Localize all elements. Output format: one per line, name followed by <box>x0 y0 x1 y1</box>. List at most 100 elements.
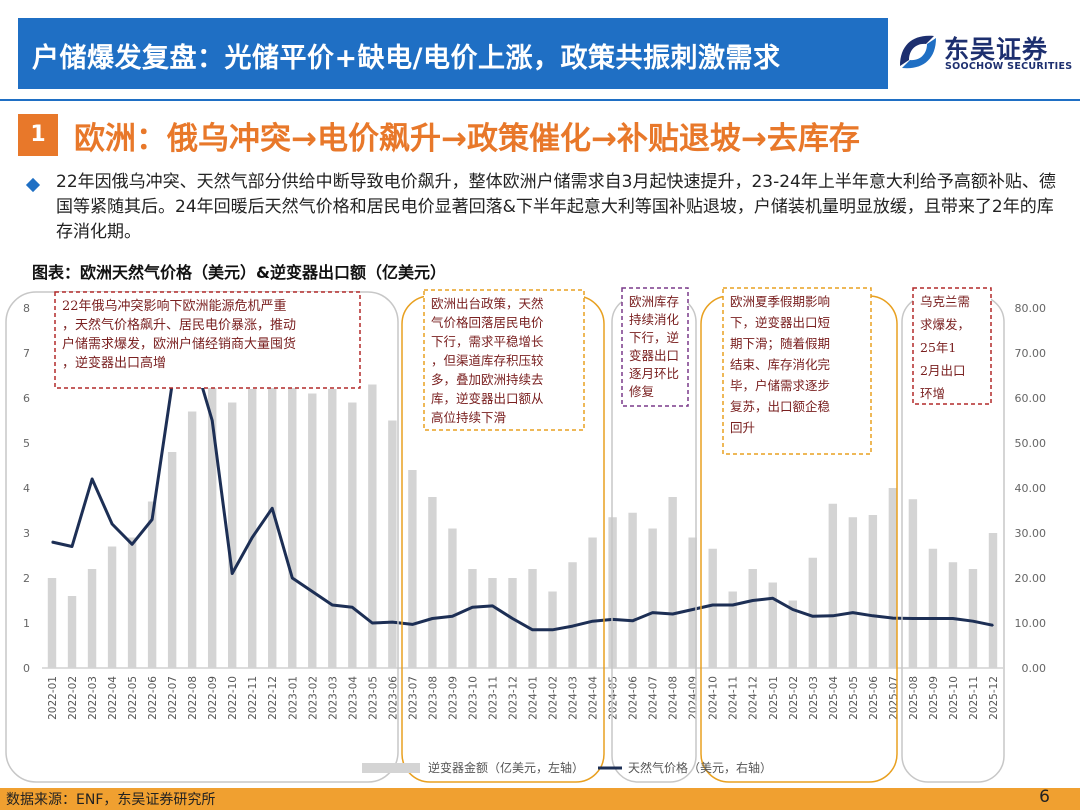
bar <box>408 470 417 668</box>
x-axis-tick-label: 2023-11 <box>487 676 499 720</box>
bar <box>868 515 878 668</box>
annotation-text: 欧洲库存持续消化下行，逆变器出口逐月环比修复 <box>629 294 680 399</box>
gas-price-point <box>892 617 894 619</box>
x-axis-tick-label: 2025-03 <box>808 676 820 720</box>
bar <box>748 569 757 668</box>
gas-price-point <box>431 617 434 620</box>
x-axis-tick-label: 2023-05 <box>367 676 379 720</box>
x-axis-tick-label: 2022-07 <box>167 676 179 720</box>
left-axis-tick-label: 0 <box>23 662 30 675</box>
logo-chinese-name: 东吴证券 <box>944 35 1049 64</box>
page-number: 6 <box>1039 787 1050 807</box>
bar <box>388 420 397 668</box>
logo-english-name: SOOCHOW SECURITIES <box>945 61 1073 72</box>
x-axis-tick-label: 2023-08 <box>427 676 439 720</box>
x-axis-tick-label: 2025-04 <box>828 676 840 720</box>
x-axis-tick-label: 2024-09 <box>688 676 700 720</box>
bar <box>508 578 517 668</box>
gas-price-point <box>491 605 494 607</box>
right-axis-tick-label: 0.00 <box>1022 662 1047 675</box>
x-axis-tick-label: 2023-09 <box>447 676 459 720</box>
bar <box>808 557 818 668</box>
x-axis-tick-label: 2025-02 <box>788 676 800 720</box>
gas-price-point <box>992 624 994 627</box>
bar <box>708 548 717 668</box>
gas-price-point <box>812 615 814 618</box>
x-axis-tick-label: 2024-03 <box>568 676 580 720</box>
bar <box>468 569 477 668</box>
x-axis-tick-label: 2025-12 <box>988 676 1000 720</box>
annotation-box <box>722 287 872 455</box>
gas-price-point <box>351 606 354 609</box>
gas-price-point <box>932 617 934 620</box>
gas-price-point <box>471 606 474 609</box>
gas-price-inverter-export-chart: 0123456780.0010.0020.0030.0040.0050.0060… <box>5 287 1047 783</box>
bar <box>87 569 97 668</box>
left-axis-tick-label: 7 <box>23 347 30 360</box>
bar <box>428 497 437 668</box>
x-axis-tick-label: 2023-10 <box>467 676 479 720</box>
annotation-box <box>912 287 992 405</box>
right-axis-tick-label: 20.00 <box>1015 572 1047 585</box>
header-divider <box>0 99 1080 101</box>
gas-price-point <box>671 613 674 615</box>
diamond-bullet-icon <box>25 177 41 193</box>
x-axis-tick-label: 2024-01 <box>528 676 540 720</box>
x-axis-tick-label: 2023-01 <box>287 676 299 720</box>
gas-price-point <box>551 628 554 631</box>
gas-price-point <box>211 419 213 422</box>
bar <box>728 591 737 668</box>
x-axis-tick-label: 2025-07 <box>888 676 900 720</box>
left-axis-tick-label: 3 <box>23 527 30 540</box>
x-axis-tick-label: 2025-08 <box>908 676 920 720</box>
x-axis-tick-label: 2022-04 <box>107 676 119 720</box>
gas-price-point <box>451 615 454 618</box>
gas-price-point <box>411 623 414 626</box>
x-axis-tick-label: 2022-01 <box>47 676 59 720</box>
x-axis-tick-label: 2025-01 <box>768 676 780 720</box>
data-source: 数据来源：ENF，东吴证券研究所 <box>6 792 216 808</box>
gas-price-point <box>852 611 854 614</box>
x-axis-tick-label: 2023-07 <box>407 676 419 720</box>
bar <box>688 537 697 668</box>
gas-price-point <box>91 478 93 480</box>
section-number-badge: 1 <box>18 114 58 156</box>
annotation-box <box>54 291 361 389</box>
legend-line-label: 天然气价格（美元，右轴） <box>628 760 772 775</box>
gas-price-point <box>591 620 594 622</box>
x-axis-tick-label: 2023-03 <box>327 676 339 720</box>
gas-price-line <box>51 351 994 632</box>
legend-bar-label: 逆变器金额（亿美元，左轴） <box>428 760 584 775</box>
chart-caption: 图表：欧洲天然气价格（美元）&逆变器出口额（亿美元） <box>32 263 446 282</box>
bar <box>368 384 377 668</box>
x-axis-tick-label: 2024-11 <box>728 676 740 720</box>
bar <box>127 537 137 668</box>
title-banner: 户储爆发复盘：光储平价+缺电/电价上涨，政策共振刺激需求 <box>18 18 888 89</box>
right-axis-tick-label: 40.00 <box>1015 482 1047 495</box>
x-axis-tick-label: 2024-05 <box>608 676 620 720</box>
bar <box>348 402 357 668</box>
x-axis-tick-label: 2022-12 <box>267 676 279 720</box>
bar <box>248 389 257 668</box>
annotation-box <box>423 289 585 431</box>
x-axis-tick-label: 2025-05 <box>848 676 860 720</box>
x-axis-tick-label: 2024-04 <box>588 676 600 720</box>
gas-price-point <box>531 628 534 631</box>
gas-price-point <box>711 604 714 606</box>
bar <box>888 488 898 668</box>
bar <box>288 384 297 668</box>
annotation-text: 乌克兰需求爆发， 25年1 2月出口环增 <box>920 294 970 401</box>
gas-price-point <box>151 518 153 521</box>
bar <box>648 528 657 668</box>
x-axis-tick-label: 2025-06 <box>868 676 880 720</box>
left-axis-tick-label: 4 <box>23 482 30 495</box>
bar <box>628 512 637 668</box>
x-axis-tick-label: 2022-03 <box>87 676 99 720</box>
bar <box>828 503 838 668</box>
x-axis-tick-label: 2022-09 <box>207 676 219 720</box>
bar <box>227 402 237 668</box>
bar <box>668 497 677 668</box>
gas-price-point <box>972 620 974 622</box>
bar <box>448 528 457 668</box>
x-axis-tick-label: 2023-02 <box>307 676 319 720</box>
